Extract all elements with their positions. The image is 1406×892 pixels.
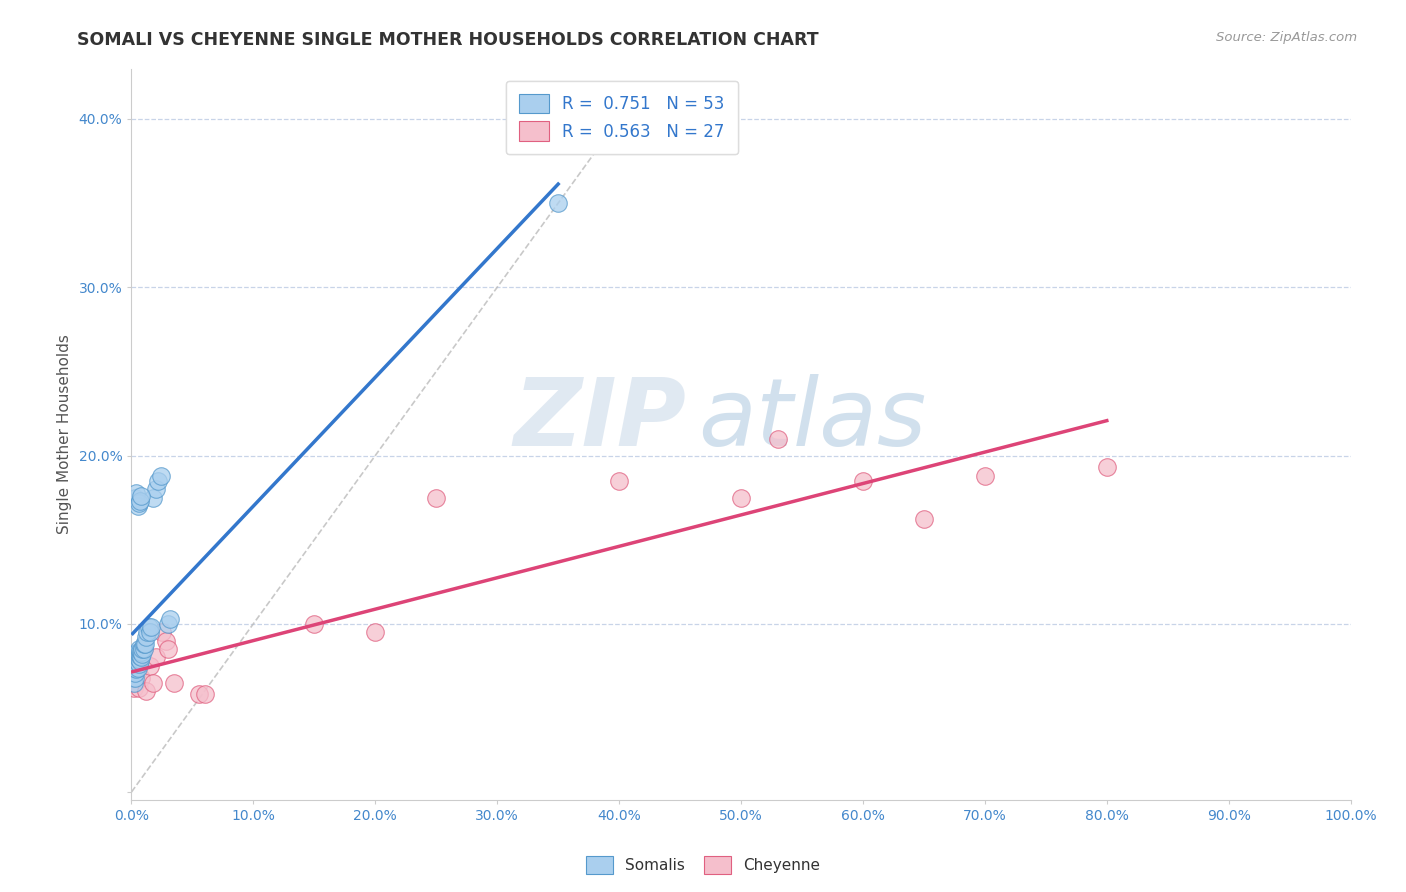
Point bbox=[127, 645, 149, 659]
Point bbox=[127, 499, 149, 513]
Text: SOMALI VS CHEYENNE SINGLE MOTHER HOUSEHOLDS CORRELATION CHART: SOMALI VS CHEYENNE SINGLE MOTHER HOUSEHO… bbox=[77, 31, 818, 49]
Point bbox=[157, 642, 180, 657]
Point bbox=[124, 491, 146, 505]
Point bbox=[304, 616, 326, 631]
Point bbox=[121, 671, 143, 685]
Point bbox=[136, 625, 159, 640]
Point bbox=[194, 688, 217, 702]
Point bbox=[129, 648, 152, 663]
Text: Source: ZipAtlas.com: Source: ZipAtlas.com bbox=[1216, 31, 1357, 45]
Point bbox=[132, 642, 155, 657]
Point bbox=[128, 642, 150, 657]
Point bbox=[129, 650, 152, 665]
Point bbox=[139, 620, 162, 634]
Point bbox=[129, 494, 152, 508]
Text: ZIP: ZIP bbox=[513, 374, 686, 466]
Point bbox=[125, 652, 148, 666]
Point bbox=[122, 647, 145, 661]
Point bbox=[124, 671, 146, 685]
Point bbox=[128, 647, 150, 661]
Point bbox=[155, 633, 177, 648]
Point bbox=[124, 660, 146, 674]
Point bbox=[127, 660, 149, 674]
Point bbox=[132, 637, 155, 651]
Point bbox=[128, 495, 150, 509]
Point bbox=[131, 647, 153, 661]
Point bbox=[124, 656, 146, 670]
Point bbox=[139, 658, 162, 673]
Point bbox=[134, 637, 156, 651]
Point bbox=[122, 654, 145, 668]
Point bbox=[142, 491, 165, 505]
Point bbox=[139, 625, 162, 640]
Point bbox=[128, 657, 150, 672]
Point bbox=[132, 642, 155, 657]
Point bbox=[125, 647, 148, 661]
Point bbox=[730, 491, 752, 505]
Point bbox=[148, 474, 170, 488]
Point bbox=[121, 667, 143, 681]
Point bbox=[127, 656, 149, 670]
Point bbox=[547, 196, 569, 211]
Point bbox=[127, 650, 149, 665]
Point bbox=[138, 620, 160, 634]
Point bbox=[129, 654, 152, 668]
Point bbox=[121, 658, 143, 673]
Point bbox=[125, 485, 148, 500]
Point bbox=[157, 616, 180, 631]
Point bbox=[131, 642, 153, 657]
Point bbox=[149, 468, 172, 483]
Point bbox=[142, 675, 165, 690]
Y-axis label: Single Mother Households: Single Mother Households bbox=[58, 334, 72, 534]
Point bbox=[150, 625, 173, 640]
Point bbox=[973, 468, 995, 483]
Point bbox=[124, 665, 146, 680]
Point bbox=[129, 489, 152, 503]
Point bbox=[122, 650, 145, 665]
Point bbox=[607, 474, 630, 488]
Point bbox=[364, 625, 387, 640]
Point bbox=[766, 432, 789, 446]
Legend: R =  0.751   N = 53, R =  0.563   N = 27: R = 0.751 N = 53, R = 0.563 N = 27 bbox=[506, 80, 738, 154]
Point bbox=[852, 474, 875, 488]
Point bbox=[145, 482, 167, 496]
Point bbox=[124, 675, 146, 690]
Point bbox=[129, 643, 152, 657]
Point bbox=[912, 512, 935, 526]
Point bbox=[1095, 460, 1118, 475]
Point bbox=[122, 675, 145, 690]
Point bbox=[187, 688, 209, 702]
Point bbox=[127, 664, 149, 678]
Text: atlas: atlas bbox=[699, 375, 927, 466]
Point bbox=[122, 664, 145, 678]
Point bbox=[128, 681, 150, 695]
Point bbox=[128, 652, 150, 666]
Point bbox=[135, 684, 157, 698]
Point bbox=[125, 657, 148, 672]
Point bbox=[159, 612, 181, 626]
Point bbox=[425, 491, 447, 505]
Point bbox=[129, 671, 152, 685]
Point bbox=[163, 675, 186, 690]
Point bbox=[145, 650, 167, 665]
Point bbox=[124, 650, 146, 665]
Point bbox=[125, 662, 148, 676]
Point bbox=[121, 671, 143, 685]
Point bbox=[129, 645, 152, 659]
Point bbox=[135, 630, 157, 644]
Point bbox=[122, 681, 145, 695]
Legend: Somalis, Cheyenne: Somalis, Cheyenne bbox=[579, 850, 827, 880]
